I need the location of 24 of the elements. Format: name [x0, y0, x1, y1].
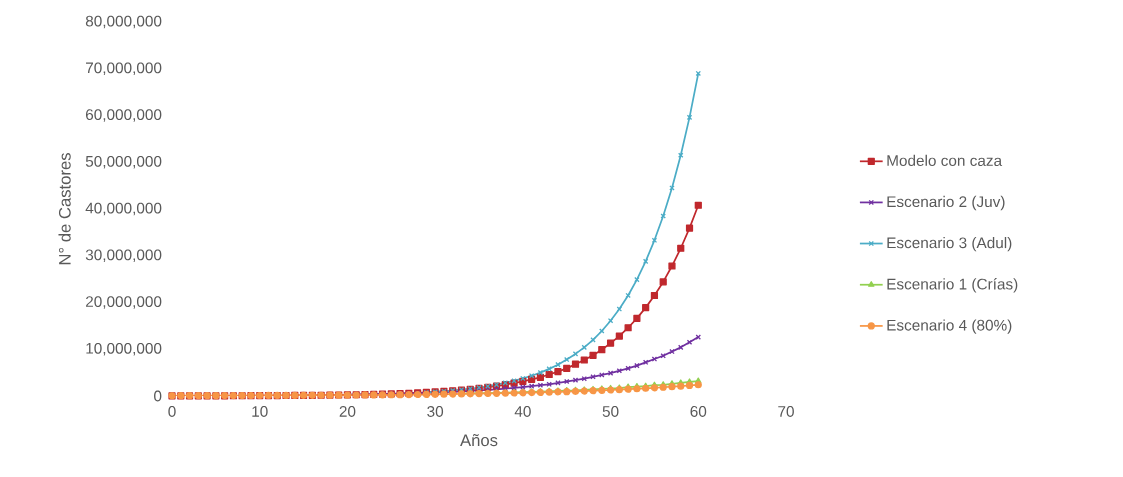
y-tick-label: 60,000,000	[86, 109, 162, 122]
y-tick-label: 40,000,000	[85, 202, 162, 216]
x-tick-label: 70	[778, 406, 794, 417]
legend-label: Escenario 4 (80%)	[887, 319, 1012, 334]
x-tick-label: 30	[427, 406, 444, 417]
x-tick-label: 20	[339, 406, 356, 417]
legend-label: Escenario 2 (Juv)	[887, 195, 1005, 211]
y-tick-label: 50,000,000	[85, 155, 162, 169]
x-tick-label: 60	[690, 406, 707, 417]
y-axis-title: N° de Castores	[58, 153, 71, 265]
x-tick-label: 50	[602, 406, 619, 417]
x-tick-label: 40	[514, 406, 531, 417]
x-tick-label: 0	[168, 406, 176, 417]
y-tick-label: 70,000,000	[86, 62, 162, 76]
legend-label: Escenario 3 (Adul)	[887, 236, 1012, 252]
x-tick-label: 10	[252, 406, 268, 417]
y-tick-label: 10,000,000	[86, 342, 162, 356]
y-tick-label: 30,000,000	[85, 249, 162, 263]
x-axis-title: Años	[460, 434, 498, 447]
y-tick-label: 80,000,000	[85, 15, 162, 29]
y-tick-label: 0	[154, 390, 162, 402]
legend-label: Escenario 1 (Crías)	[887, 278, 1018, 293]
y-tick-label: 20,000,000	[86, 296, 162, 309]
legend-label: Modelo con caza	[887, 154, 1003, 167]
